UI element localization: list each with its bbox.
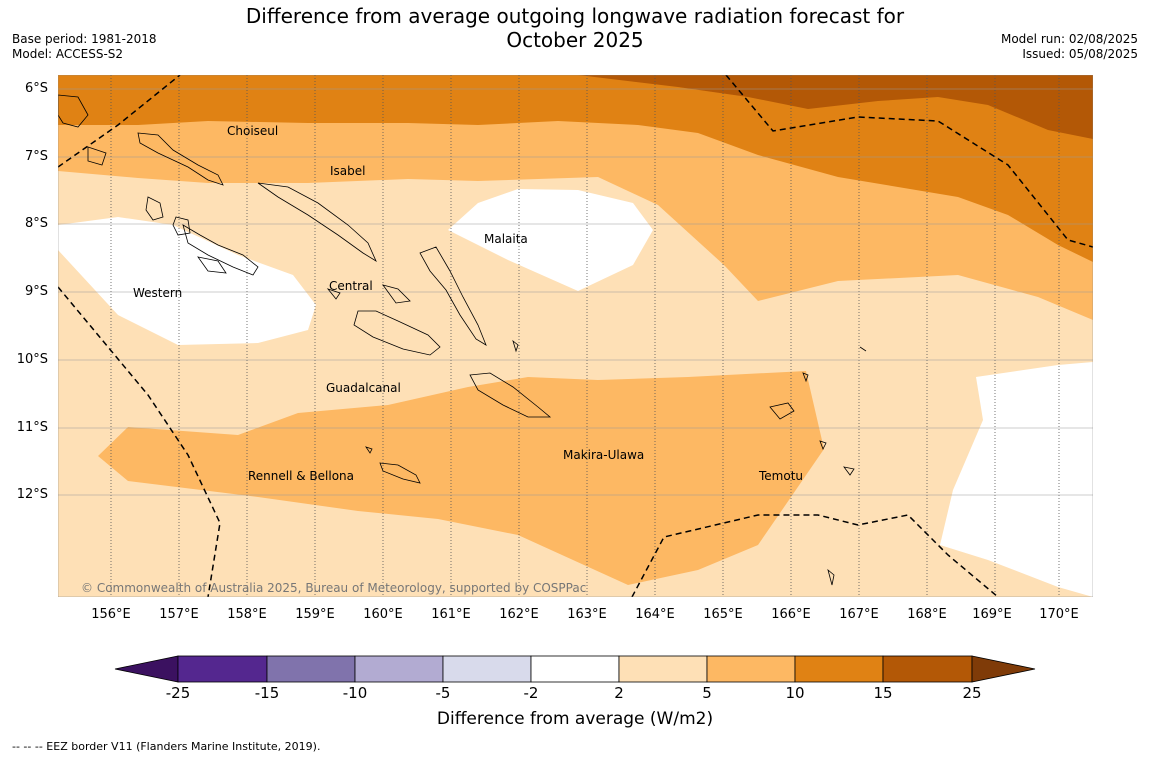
cb-tick-15: 15	[873, 684, 893, 702]
issued-date: Issued: 05/08/2025	[1022, 47, 1138, 61]
lat-label-6s: 6°S	[24, 81, 48, 96]
model-name: Model: ACCESS-S2	[12, 47, 124, 61]
island-reef	[802, 372, 809, 383]
island-shortland	[87, 146, 107, 166]
band-neutral-east	[940, 362, 1093, 597]
label-choiseul: Choiseul	[227, 124, 279, 138]
band-neutral-western	[58, 217, 316, 345]
cb-tick-neg15: -15	[254, 684, 280, 702]
label-rennell-bellona: Rennell & Bellona	[248, 469, 355, 483]
olr-anomaly-map	[58, 75, 1093, 597]
lon-label-160e: 160°E	[363, 607, 403, 622]
map-title: Difference from average outgoing longwav…	[0, 4, 1150, 52]
lon-label-167e: 167°E	[839, 607, 879, 622]
cb-tick-neg5: -5	[435, 684, 451, 702]
lon-label-165e: 165°E	[703, 607, 743, 622]
lat-label-12s: 12°S	[16, 487, 48, 502]
island-ulawa	[512, 339, 519, 353]
island-choiseul	[137, 132, 224, 186]
island-malaita	[419, 246, 487, 346]
lon-label-156e: 156°E	[91, 607, 131, 622]
island-bougainville	[58, 94, 89, 128]
colorbar-segment-neg10-neg5	[354, 655, 444, 683]
island-kolombangara	[172, 216, 191, 236]
island-sikaiana	[859, 346, 867, 352]
lon-label-170e: 170°E	[1039, 607, 1079, 622]
band-10-15	[58, 75, 1093, 262]
island-vanikoro	[843, 466, 855, 476]
lon-label-163e: 163°E	[567, 607, 607, 622]
colorbar-segment-neg2-2	[530, 655, 620, 683]
cb-tick-10: 10	[785, 684, 805, 702]
colorbar-segment-15-25	[882, 655, 973, 683]
lat-label-10s: 10°S	[16, 352, 48, 367]
lon-label-158e: 158°E	[227, 607, 267, 622]
cb-tick-neg2: -2	[523, 684, 539, 702]
base-period: Base period: 1981-2018	[12, 32, 157, 46]
colorbar-segment-neg15-neg10	[266, 655, 356, 683]
meta-right: Model run: 02/08/2025 Issued: 05/08/2025	[1001, 32, 1138, 62]
lon-label-166e: 166°E	[771, 607, 811, 622]
label-western: Western	[133, 286, 183, 300]
cb-tick-neg25: -25	[165, 684, 191, 702]
island-bellona	[365, 446, 373, 454]
colorbar	[114, 655, 1036, 683]
island-russell	[326, 288, 341, 300]
island-new-georgia	[182, 224, 259, 276]
lon-label-161e: 161°E	[431, 607, 471, 622]
label-guadalcanal: Guadalcanal	[326, 381, 401, 395]
label-central: Central	[329, 279, 373, 293]
label-isabel: Isabel	[330, 164, 366, 178]
lon-label-164e: 164°E	[635, 607, 675, 622]
label-temotu: Temotu	[759, 469, 804, 483]
lat-label-8s: 8°S	[24, 216, 48, 231]
copyright-text: © Commonwealth of Australia 2025, Bureau…	[81, 581, 587, 595]
cb-tick-5: 5	[702, 684, 712, 702]
eez-border-west	[58, 286, 221, 597]
island-guadalcanal	[353, 310, 441, 356]
colorbar-segment-neg5-neg2	[442, 655, 532, 683]
eez-border-northeast	[725, 75, 1093, 248]
band-neutral-malaita	[448, 189, 653, 291]
lon-label-169e: 169°E	[972, 607, 1012, 622]
island-rendova	[197, 256, 227, 274]
island-vella	[145, 196, 164, 221]
lat-label-11s: 11°S	[16, 420, 48, 435]
lon-label-162e: 162°E	[499, 607, 539, 622]
lon-label-157e: 157°E	[159, 607, 199, 622]
lon-label-168e: 168°E	[907, 607, 947, 622]
colorbar-label: Difference from average (W/m2)	[436, 709, 714, 729]
model-run: Model run: 02/08/2025	[1000, 32, 1138, 46]
island-makira	[469, 372, 552, 418]
colorbar-arrow-high	[971, 655, 1036, 683]
colorbar-segment-5-10	[706, 655, 796, 683]
colorbar-segment-2-5	[618, 655, 708, 683]
island-florida	[382, 284, 411, 304]
eez-border-south	[631, 514, 999, 597]
island-rennell	[379, 462, 421, 484]
colorbar-segment-10-15	[794, 655, 884, 683]
colorbar-segment-neg25-neg15	[177, 655, 268, 683]
eez-footnote: -- -- -- EEZ border V11 (Flanders Marine…	[12, 740, 321, 753]
colorbar-arrow-low	[114, 655, 179, 683]
cb-tick-2: 2	[614, 684, 624, 702]
lat-label-9s: 9°S	[24, 284, 48, 299]
label-makira-ulawa: Makira-Ulawa	[563, 448, 645, 462]
lat-label-7s: 7°S	[24, 149, 48, 164]
island-utupua	[819, 440, 827, 450]
lon-label-159e: 159°E	[295, 607, 335, 622]
island-tikopia	[827, 568, 835, 586]
label-malaita: Malaita	[484, 232, 528, 246]
cb-tick-25: 25	[962, 684, 982, 702]
meta-left: Base period: 1981-2018 Model: ACCESS-S2	[12, 32, 157, 62]
eez-border-north	[58, 75, 181, 168]
island-isabel	[257, 182, 377, 263]
title-line-1: Difference from average outgoing longwav…	[245, 4, 905, 28]
band-5-10-south	[98, 371, 824, 585]
island-santa-cruz	[769, 402, 795, 420]
band-15-25	[578, 75, 1093, 139]
cb-tick-neg10: -10	[342, 684, 368, 702]
title-line-2: October 2025	[506, 28, 644, 52]
